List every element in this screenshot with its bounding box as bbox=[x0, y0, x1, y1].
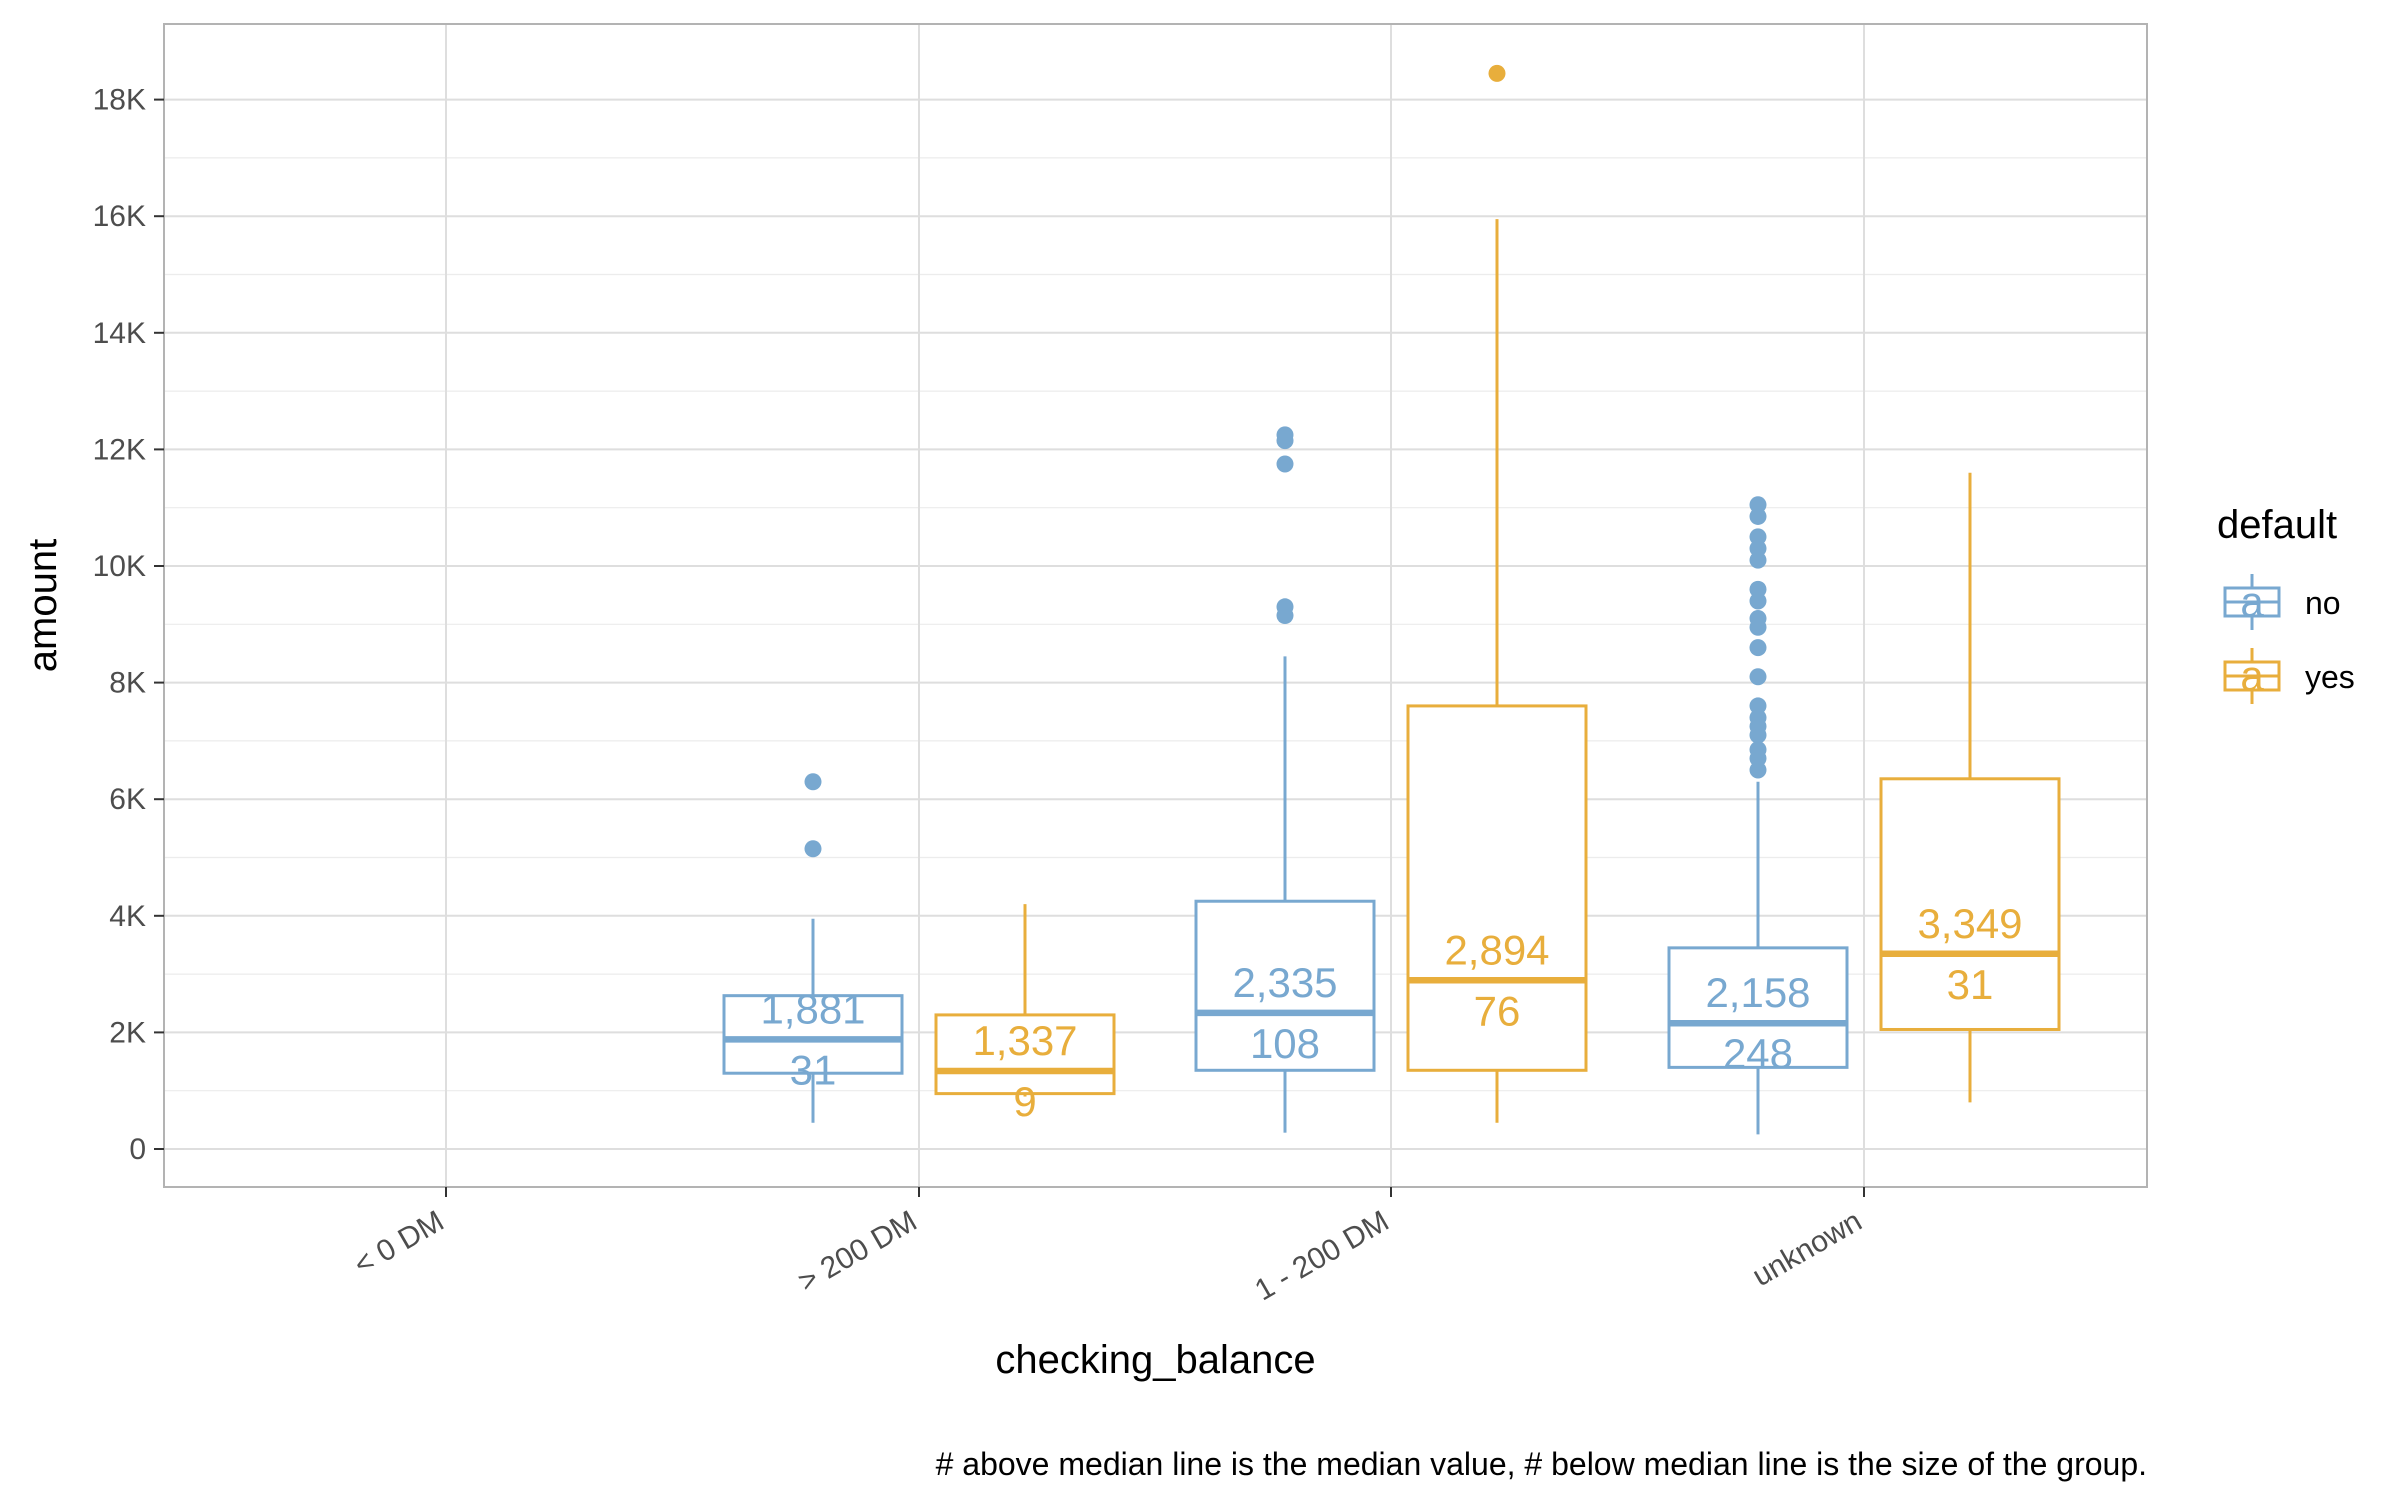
boxes: 1,881 31 2,335 108 2,158 248 1,337 9 2,894 76 3,34… bbox=[722, 64, 2061, 1135]
y-tick-label: 10K bbox=[93, 550, 146, 583]
chart-caption: # above median line is the median value,… bbox=[936, 1446, 2147, 1482]
legend-keys: aa bbox=[2223, 574, 2281, 704]
group-size-label: 108 bbox=[1250, 1020, 1320, 1067]
median-value-label: 2,158 bbox=[1705, 969, 1810, 1016]
outlier-point bbox=[1749, 609, 1767, 627]
x-axis-title: checking_balance bbox=[995, 1338, 1315, 1382]
legend-key-glyph: a bbox=[2240, 652, 2264, 699]
outlier-point bbox=[804, 840, 822, 858]
box-body bbox=[1194, 899, 1376, 1072]
group-size-label: 31 bbox=[1947, 961, 1994, 1008]
legend: default aa no yes bbox=[2217, 503, 2355, 704]
median-value-label: 1,881 bbox=[760, 985, 865, 1032]
outlier-point bbox=[1749, 496, 1767, 514]
median-value-label: 1,337 bbox=[972, 1017, 1077, 1064]
box-body bbox=[1667, 946, 1849, 1069]
legend-label-no: no bbox=[2305, 585, 2341, 621]
y-tick-label: 18K bbox=[93, 84, 146, 117]
y-tick-label: 4K bbox=[109, 900, 146, 933]
outlier-point bbox=[1749, 697, 1767, 715]
box-body bbox=[722, 994, 904, 1075]
outlier-point bbox=[1749, 761, 1767, 779]
box-body bbox=[1879, 777, 2061, 1031]
y-tick-label: 8K bbox=[109, 667, 146, 700]
box-no-2: 2,335 108 bbox=[1194, 426, 1376, 1133]
outlier-point bbox=[1276, 426, 1294, 444]
outlier-point bbox=[1749, 709, 1767, 727]
y-tick-label: 0 bbox=[129, 1133, 146, 1166]
outlier-point bbox=[1749, 540, 1767, 558]
legend-key-no: a bbox=[2223, 574, 2281, 630]
y-tick-label: 2K bbox=[109, 1016, 146, 1049]
y-tick-label: 14K bbox=[93, 317, 146, 350]
legend-key-yes: a bbox=[2223, 648, 2281, 704]
y-tick-label: 6K bbox=[109, 783, 146, 816]
group-size-label: 76 bbox=[1474, 987, 1521, 1034]
box-yes-3: 3,349 31 bbox=[1879, 472, 2061, 1103]
box-no-1: 1,881 31 bbox=[722, 773, 904, 1123]
y-axis-title: amount bbox=[21, 539, 65, 672]
grid-lines bbox=[164, 24, 2147, 1187]
median-value-label: 2,894 bbox=[1444, 926, 1549, 973]
y-tick-label: 16K bbox=[93, 200, 146, 233]
y-tick-label: 12K bbox=[93, 433, 146, 466]
box-body bbox=[934, 1013, 1116, 1096]
legend-label-yes: yes bbox=[2305, 659, 2355, 695]
outlier-point bbox=[804, 773, 822, 791]
box-yes-2: 2,894 76 bbox=[1406, 64, 1588, 1123]
outlier-point bbox=[1749, 592, 1767, 610]
box-body bbox=[1406, 704, 1588, 1072]
group-size-label: 31 bbox=[790, 1046, 837, 1093]
outlier-point bbox=[1488, 64, 1506, 82]
legend-key-glyph: a bbox=[2240, 578, 2264, 625]
outlier-point bbox=[1276, 598, 1294, 616]
outlier-point bbox=[1749, 741, 1767, 759]
box-yes-1: 1,337 9 bbox=[934, 904, 1116, 1125]
median-value-label: 2,335 bbox=[1232, 959, 1337, 1006]
outlier-point bbox=[1749, 639, 1767, 657]
outlier-point bbox=[1749, 507, 1767, 525]
panel-border bbox=[163, 23, 2148, 1188]
group-size-label: 9 bbox=[1013, 1078, 1036, 1125]
group-size-label: 248 bbox=[1723, 1030, 1793, 1077]
outlier-point bbox=[1276, 455, 1294, 473]
median-value-label: 3,349 bbox=[1917, 900, 2022, 947]
outlier-point bbox=[1749, 528, 1767, 546]
outlier-point bbox=[1749, 551, 1767, 569]
box-no-3: 2,158 248 bbox=[1667, 496, 1849, 1135]
legend-title: default bbox=[2217, 503, 2337, 547]
outlier-point bbox=[1749, 668, 1767, 686]
outlier-point bbox=[1749, 580, 1767, 598]
